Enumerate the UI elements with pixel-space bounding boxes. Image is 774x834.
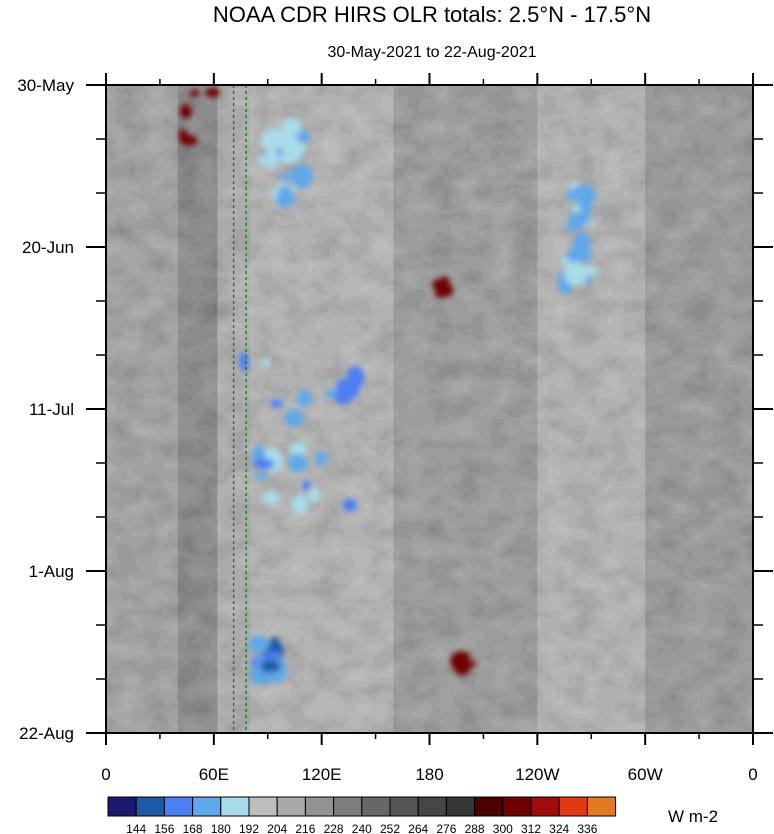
feature-3-blob [573,232,591,255]
colorbar-label: 216 [295,822,315,834]
feature-4-blob [204,87,221,98]
plot-area [106,85,753,733]
feature-2-blob [249,673,270,684]
feature-1-blob [288,441,308,457]
colorbar-label: 276 [436,822,456,834]
colorbar: 144 156 168 180 192 204 216 228 240 252 264 276 288 3… [107,796,617,834]
y-tick-label: 22-Aug [19,724,74,743]
feature-0-blob [276,186,294,209]
x-tick-label: 120E [302,765,342,784]
x-tick-label: 180 [415,765,443,784]
colorbar-swatch [586,796,617,817]
colorbar-label: 324 [549,822,569,834]
feature-1-blob [315,451,327,467]
colorbar-swatch [474,796,504,817]
y-tick-label: 20-Jun [22,238,74,257]
feature-2-blob [260,660,281,673]
colorbar-swatch [304,796,335,817]
colorbar-swatch [333,796,363,817]
colorbar-label: 192 [239,822,259,834]
feature-3-blob [568,212,590,227]
y-axis: 30-May 20-Jun 11-Jul 1-Aug 22-Aug [17,76,773,743]
chart-title: NOAA CDR HIRS OLR totals: 2.5°N - 17.5°N [213,2,651,27]
x-tick-label: 120W [515,765,559,784]
colorbar-label: 144 [126,822,146,834]
x-tick-label: 0 [748,765,757,784]
colorbar-label: 336 [577,822,597,834]
feature-1-blob [253,473,269,480]
feature-1-blob [288,453,308,473]
feature-3-blob [580,194,592,217]
colorbar-label: 240 [352,822,372,834]
feature-1-blob [302,480,311,491]
colorbar-swatch [220,796,250,817]
x-tick-label: 60W [628,765,663,784]
colorbar-label: 228 [324,822,344,834]
feature-1-blob [262,491,281,505]
y-tick-label: 30-May [17,76,74,95]
y-tick-label: 11-Jul [29,400,74,419]
feature-0-blob [291,164,313,189]
colorbar-swatch [276,796,306,817]
feature-1-blob [296,389,312,407]
colorbar-label: 252 [380,822,400,834]
feature-2-blob [248,636,270,653]
feature-1-blob [335,378,351,392]
colorbar-label: 288 [465,822,485,834]
feature-4-blob [179,135,198,146]
colorbar-label: 180 [211,822,231,834]
feature-0-blob [268,128,277,140]
olr-texture [106,85,753,733]
y-tick-label: 1-Aug [29,562,74,581]
colorbar-swatch [502,796,532,817]
colorbar-label: 312 [521,822,541,834]
x-tick-label: 60E [199,765,229,784]
feature-1-blob [261,358,271,367]
feature-5-blob [434,287,443,298]
colorbar-swatch [135,796,165,817]
feature-0-blob [278,173,302,181]
x-tick-label: 0 [101,765,110,784]
feature-1-blob [253,458,275,470]
feature-1-blob [346,366,365,390]
reference-lines [232,85,247,733]
feature-4-blob [179,104,192,119]
x-axis: 0 60E 120E 180 120W 60W 0 [101,73,758,784]
colorbar-swatch [248,796,278,817]
colorbar-label: 264 [408,822,428,834]
colorbar-swatch [558,796,588,817]
colorbar-swatch [192,796,222,817]
feature-4-blob [189,89,201,97]
colorbar-units: W m-2 [668,807,718,826]
olr-features [178,87,599,685]
feature-3-blob [583,265,598,276]
colorbar-label: 300 [493,822,513,834]
colorbar-swatch [530,796,560,817]
colorbar-swatch [445,796,476,817]
colorbar-swatch [361,796,391,817]
feature-6-blob [454,663,471,676]
feature-1-blob [291,493,309,515]
colorbar-label: 156 [154,822,174,834]
colorbar-swatch [163,796,194,817]
feature-1-blob [284,409,304,427]
feature-0-blob [279,152,298,164]
feature-0-blob [265,147,279,170]
colorbar-swatch [417,796,447,817]
feature-1-blob [309,487,320,504]
feature-1-blob [342,498,358,512]
colorbar-label: 204 [267,822,287,834]
feature-0-blob [296,130,310,144]
feature-1-blob [238,351,249,372]
feature-1-blob [269,399,284,408]
feature-3-blob [564,262,588,286]
feature-0-blob [275,127,295,150]
feature-3-blob [566,189,577,201]
colorbar-swatch [389,796,419,817]
colorbar-swatch [107,796,137,817]
chart-subtitle: 30-May-2021 to 22-Aug-2021 [327,44,536,61]
colorbar-label: 168 [183,822,203,834]
